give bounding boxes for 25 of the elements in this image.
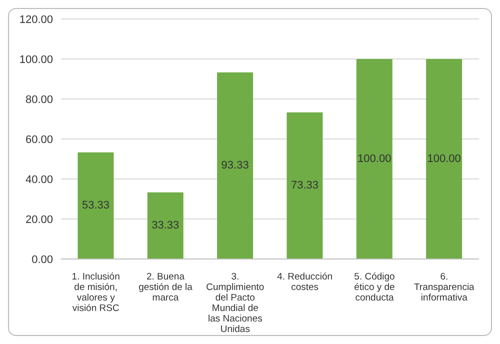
bar <box>78 152 114 259</box>
x-tick-label: 6. Transparencia informativa <box>414 272 476 304</box>
y-tick-label: 80.00 <box>25 94 53 106</box>
bar <box>217 72 254 259</box>
data-label: 33.33 <box>152 220 180 232</box>
data-label: 100.00 <box>358 152 392 165</box>
x-tick-label: 4. Reducción costes <box>277 272 333 293</box>
x-tick-label: 2. Buena gestión de la marca <box>138 272 194 304</box>
data-label: 100.00 <box>427 152 461 165</box>
data-label: 73.33 <box>290 180 318 192</box>
bar <box>356 59 392 259</box>
y-tick-label: 0.00 <box>32 254 53 266</box>
y-tick-label: 120.00 <box>19 14 53 26</box>
y-tick-label: 60.00 <box>25 134 53 146</box>
y-tick-label: 100.00 <box>19 54 53 66</box>
x-tick-label: 3. Cumplimiento del Pacto Mundial de las Naciones Unidas <box>206 272 264 335</box>
data-label: 93.33 <box>221 160 249 172</box>
bar <box>147 192 184 259</box>
bar <box>286 112 323 259</box>
data-label: 53.33 <box>82 200 110 212</box>
x-tick-label: 1. Inclusión de misión, valores y visión RSC <box>72 272 120 314</box>
bar <box>426 59 462 259</box>
y-tick-label: 20.00 <box>25 214 53 226</box>
x-tick-label: 5. Código ético y de conducta <box>354 272 395 304</box>
y-tick-label: 40.00 <box>25 174 53 186</box>
